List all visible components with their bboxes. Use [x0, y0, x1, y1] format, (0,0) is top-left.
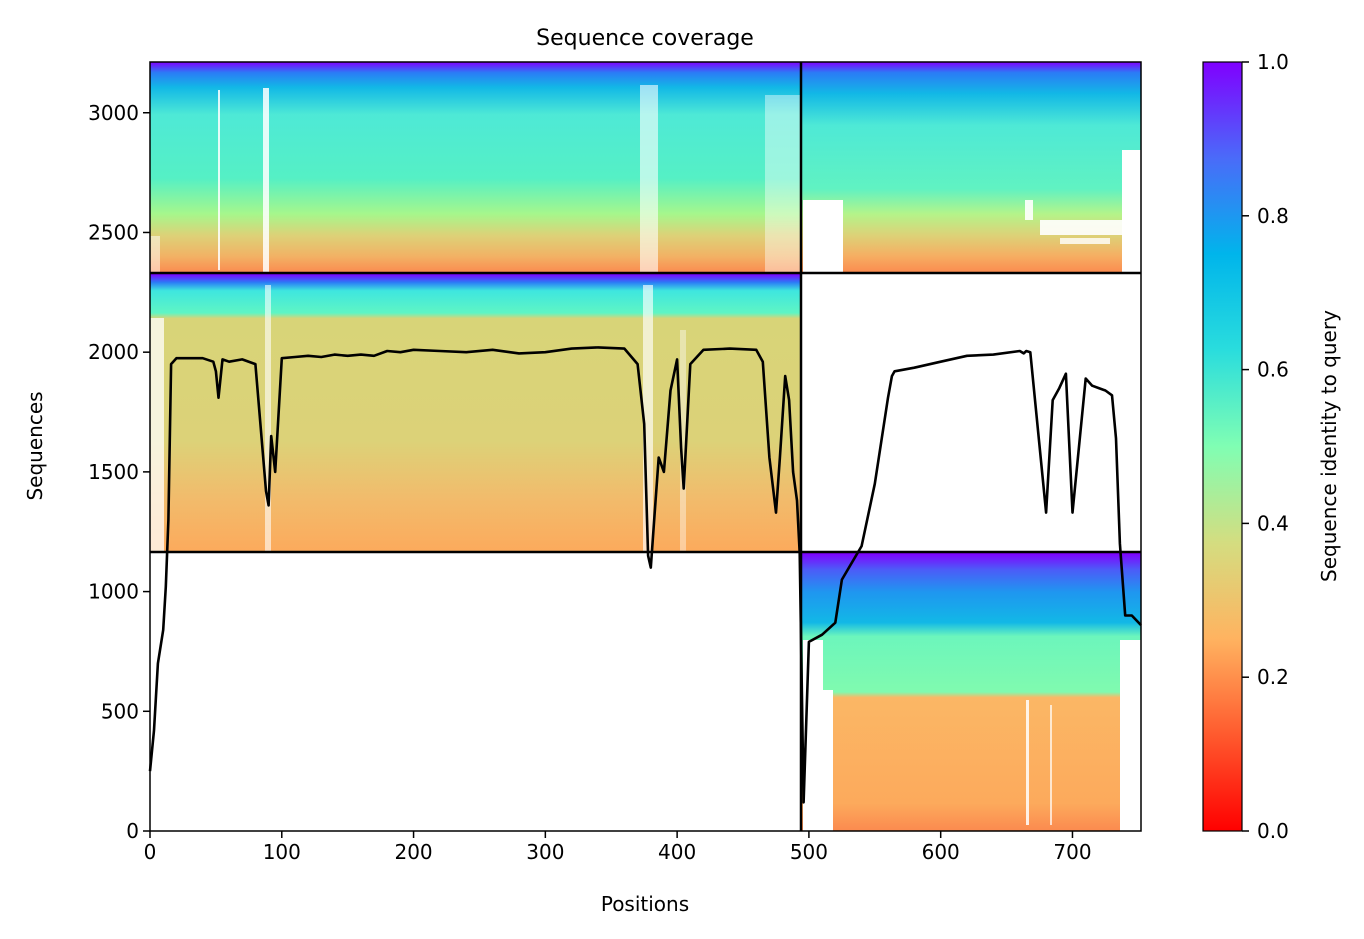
plot-frame [149, 61, 1142, 832]
x-tick-label: 500 [790, 840, 828, 864]
block-d-gap [803, 690, 833, 831]
colorbar [1202, 61, 1243, 832]
y-axis-label: Sequences [23, 391, 47, 500]
block-a-gap [765, 95, 800, 273]
x-axis-ticks: 0 100 200 300 400 500 600 700 [144, 831, 1092, 864]
block-d-gap [1120, 640, 1141, 831]
block-a-gap [218, 90, 220, 270]
block-a [150, 62, 801, 273]
colorbar-tick-label: 0.0 [1257, 819, 1289, 843]
block-b-gap [1060, 238, 1110, 244]
x-axis-label: Positions [601, 892, 689, 916]
block-b-gap [1040, 220, 1122, 235]
y-tick-label: 2500 [88, 220, 139, 244]
y-tick-label: 0 [126, 819, 139, 843]
block-d [802, 553, 1141, 831]
x-tick-label: 700 [1053, 840, 1091, 864]
block-d-gaps [803, 640, 1141, 831]
x-tick-label: 200 [394, 840, 432, 864]
block-c-gaps [150, 285, 686, 552]
y-tick-label: 1500 [88, 460, 139, 484]
block-b-gaps [803, 150, 1141, 273]
colorbar-tick-label: 0.8 [1257, 204, 1289, 228]
x-tick-label: 300 [526, 840, 564, 864]
block-c-gap [265, 285, 271, 552]
y-tick-label: 1000 [88, 580, 139, 604]
block-b-gap [803, 200, 843, 273]
block-a-gap [263, 88, 269, 273]
colorbar-ticks: 0.0 0.2 0.4 0.6 0.8 1.0 [1242, 50, 1289, 843]
x-tick-label: 400 [658, 840, 696, 864]
chart-title: Sequence coverage [536, 26, 754, 51]
colorbar-tick-label: 0.6 [1257, 358, 1289, 382]
colorbar-tick-label: 0.4 [1257, 511, 1289, 535]
x-tick-label: 600 [922, 840, 960, 864]
colorbar-tick-label: 1.0 [1257, 50, 1289, 74]
y-tick-label: 2000 [88, 340, 139, 364]
block-b [802, 62, 1141, 273]
block-a-gaps [150, 85, 800, 273]
y-tick-label: 500 [101, 699, 139, 723]
coverage-line [148, 346, 1142, 804]
block-b-gap [1025, 200, 1033, 220]
colorbar-tick-label: 0.2 [1257, 665, 1289, 689]
x-tick-label: 100 [263, 840, 301, 864]
block-a-gap [640, 85, 658, 273]
block-a-gap [150, 236, 160, 273]
block-d-gap [1050, 705, 1052, 825]
block-c [150, 274, 801, 552]
coverage-blocks [150, 62, 1141, 831]
block-b-gap [1122, 150, 1141, 273]
y-tick-label: 3000 [88, 101, 139, 125]
block-c-gap [643, 285, 653, 552]
block-d-gap [1026, 700, 1029, 825]
block-c-gap [150, 318, 164, 552]
y-axis-ticks: 0 500 1000 1500 2000 2500 3000 [88, 101, 150, 843]
colorbar-label: Sequence identity to query [1317, 310, 1341, 582]
x-tick-label: 0 [144, 840, 157, 864]
block-c-gap [680, 330, 686, 552]
